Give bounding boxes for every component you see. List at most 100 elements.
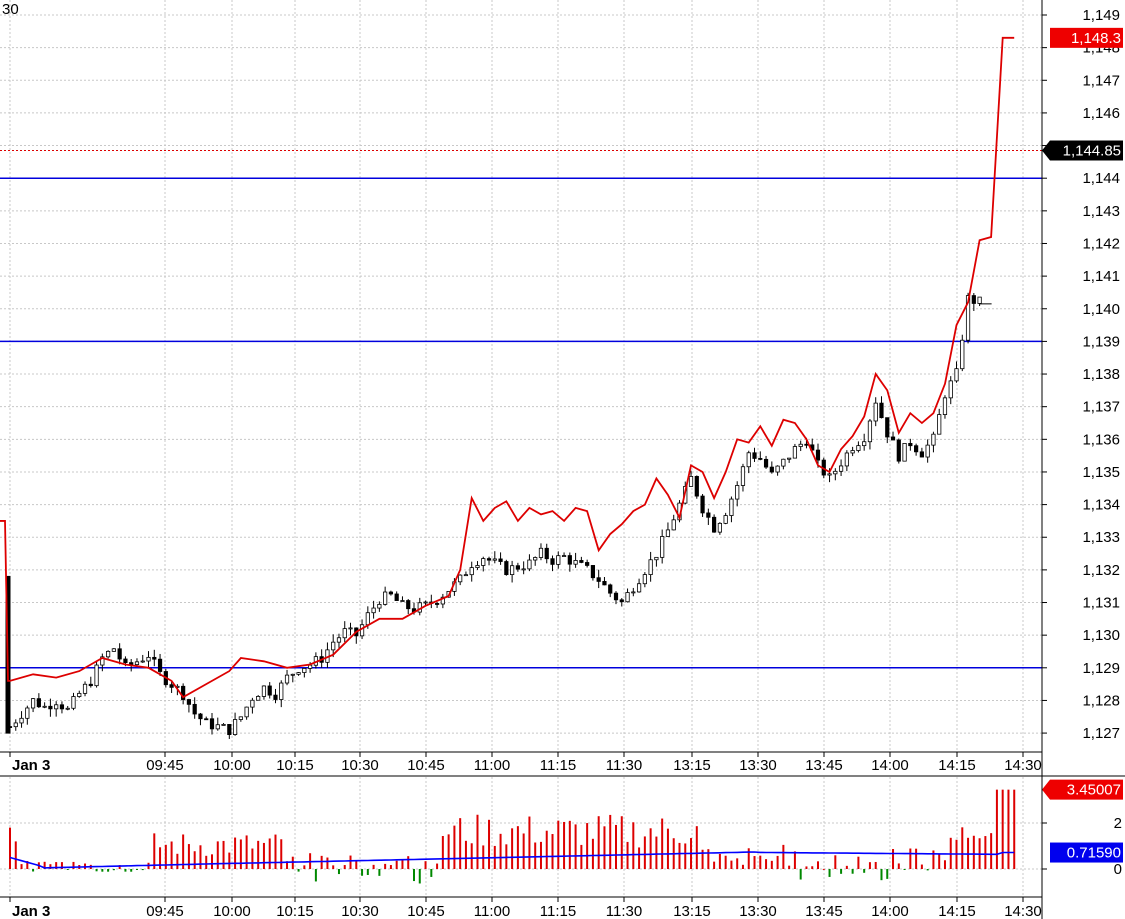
- volume-bar: [274, 834, 277, 869]
- candle-body: [613, 592, 619, 601]
- volume-bar: [124, 869, 127, 872]
- candle-body: [908, 443, 913, 447]
- candle-body: [157, 658, 163, 672]
- volume-bar: [1001, 789, 1004, 869]
- volume-bar: [251, 848, 254, 869]
- candle-body: [521, 568, 526, 571]
- candle-body: [134, 661, 140, 665]
- candle-body: [296, 672, 301, 675]
- candle-body: [561, 555, 567, 557]
- price-axis-tick-label: 1,132: [1082, 562, 1120, 579]
- candle-body: [209, 718, 215, 730]
- candles-series: [5, 292, 992, 739]
- volume-bar: [886, 869, 889, 879]
- volume-bar: [926, 869, 929, 871]
- candle-body: [608, 584, 613, 594]
- candle-body: [504, 561, 509, 576]
- candle-body: [146, 656, 151, 662]
- volume-time-axis-label: 14:00: [871, 903, 909, 919]
- price-axis-tick-label: 1,141: [1082, 268, 1120, 285]
- candle-body: [729, 498, 734, 516]
- candle-body: [71, 696, 76, 709]
- volume-time-axis-label: 10:15: [276, 903, 314, 919]
- volume-axis-tick-label: 2: [1114, 815, 1122, 832]
- price-axis-tick-label: 1,139: [1082, 333, 1120, 350]
- volume-bar: [395, 860, 398, 869]
- volume-bar: [909, 848, 912, 869]
- volume-bar: [153, 833, 156, 869]
- volume-bar: [822, 868, 825, 870]
- volume-bar: [337, 869, 340, 875]
- candle-body: [82, 683, 88, 694]
- volume-bar: [880, 869, 883, 881]
- volume-bar: [72, 861, 75, 869]
- volume-time-axis-label: 11:30: [606, 903, 642, 919]
- volume-bar: [182, 834, 185, 869]
- candle-body: [106, 650, 111, 658]
- candle-body: [232, 719, 238, 735]
- candle-body: [954, 368, 959, 382]
- candle-body: [625, 592, 630, 603]
- volume-bar: [349, 855, 352, 869]
- volume-bar: [851, 869, 854, 874]
- volume-bar: [141, 869, 144, 871]
- compare-series-line: [0, 36, 1015, 699]
- candle-body: [527, 559, 532, 570]
- candle-body: [850, 450, 855, 454]
- candle-body: [365, 612, 370, 626]
- candle-body: [792, 446, 798, 459]
- volume-bar: [366, 869, 369, 875]
- volume-bar: [268, 838, 271, 869]
- candle-body: [371, 607, 376, 614]
- candle-body: [88, 683, 93, 687]
- time-axis-label: 11:00: [474, 757, 510, 774]
- candle-body: [602, 581, 607, 586]
- volume-bar: [840, 869, 843, 874]
- volume-bar: [447, 834, 450, 869]
- candle-body: [123, 658, 128, 664]
- candle-body: [919, 451, 924, 458]
- volume-bar: [528, 816, 531, 869]
- volume-bar: [915, 848, 918, 869]
- price-axis-tick-label: 1,143: [1082, 203, 1120, 220]
- volume-bar: [817, 861, 819, 869]
- volume-bar: [355, 860, 358, 869]
- volume-pane[interactable]: 0 2 3.45007 0.71590 Jan 3 09:45 10:00 10:15 10:3…: [0, 779, 1123, 919]
- time-axis-label: 10:00: [213, 757, 251, 774]
- candle-body: [873, 402, 878, 422]
- candle-body: [556, 555, 561, 565]
- candle-body: [937, 414, 942, 435]
- volume-bar: [736, 858, 739, 869]
- candle-body: [458, 574, 463, 583]
- volume-bar: [361, 869, 364, 876]
- price-pane[interactable]: 1,127 1,128 1,129 1,130 1,131 1,132 1,133 1,134…: [0, 0, 1123, 897]
- volume-bar: [413, 869, 415, 882]
- candle-body: [302, 668, 307, 673]
- price-axis-tick-label: 1,130: [1082, 627, 1120, 644]
- volume-average-tag-label: 0.71590: [1067, 845, 1121, 862]
- volume-bar: [222, 840, 225, 869]
- last-price-tag-label: 1,144.85: [1063, 142, 1121, 159]
- volume-bar: [262, 842, 265, 869]
- price-axis-tick-label: 1,134: [1082, 497, 1120, 514]
- candle-body: [406, 600, 411, 610]
- candle-body: [486, 558, 492, 561]
- volume-bar: [205, 855, 208, 869]
- candle-body: [735, 485, 740, 500]
- candle-body: [463, 574, 469, 577]
- compare-last-price-tag-label: 1,148.3: [1071, 30, 1121, 47]
- volume-bar: [868, 862, 871, 869]
- volume-bar: [199, 845, 202, 869]
- volume-bar: [678, 842, 681, 869]
- candle-body: [885, 417, 890, 438]
- volume-bar: [314, 869, 317, 882]
- volume-bar: [453, 825, 456, 869]
- candle-body: [383, 591, 388, 605]
- volume-bar: [60, 862, 63, 869]
- volume-bar: [372, 864, 375, 869]
- candle-body: [65, 707, 70, 710]
- volume-bar: [159, 847, 162, 869]
- candle-body: [111, 648, 116, 652]
- volume-time-axis-label: 11:00: [474, 903, 510, 919]
- volume-bar: [782, 844, 785, 869]
